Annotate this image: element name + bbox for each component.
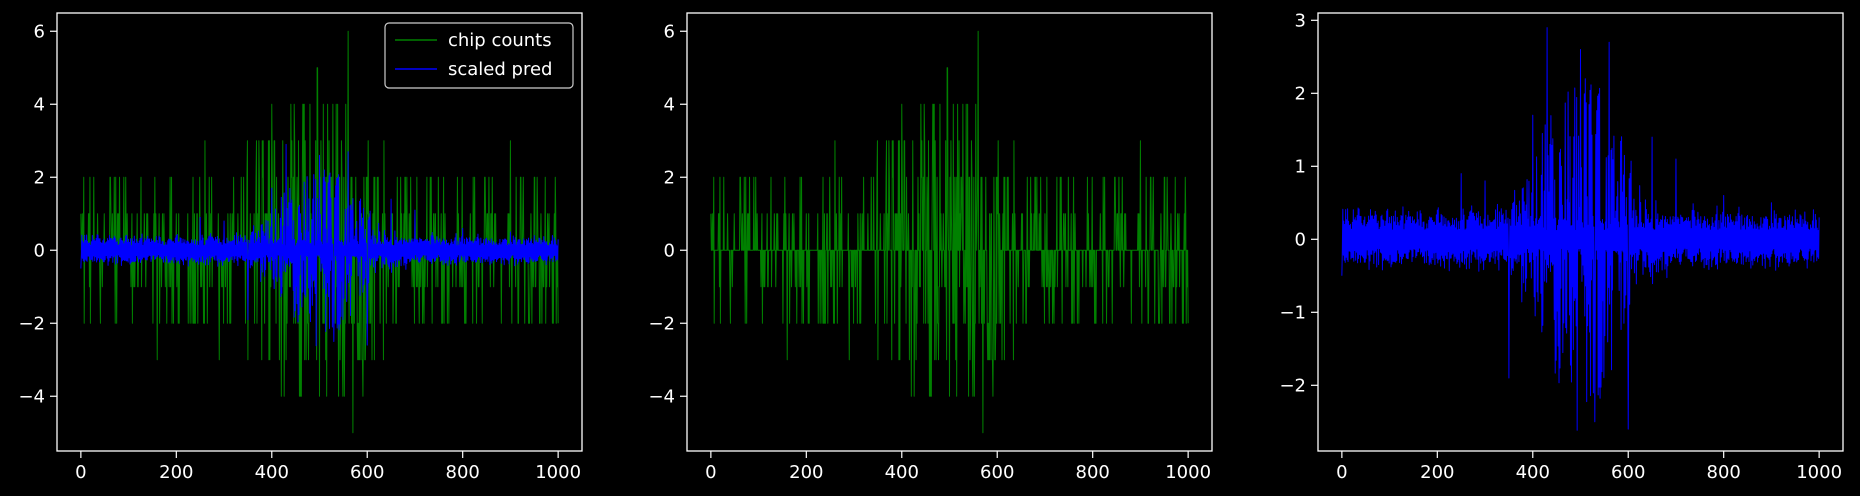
x-tick-label: 1000: [1165, 462, 1211, 483]
x-tick-label: 200: [789, 462, 823, 483]
y-tick-label: −2: [648, 313, 675, 334]
subplot-3-frame: [1317, 12, 1844, 452]
y-tick-label: −4: [18, 386, 45, 407]
x-tick-label: 200: [1420, 462, 1454, 483]
legend: chip counts scaled pred: [384, 22, 574, 89]
series-line-green-subplot-2: [710, 30, 1189, 434]
subplot-1-ticks: 0 200 400 600 800 1000 −4 −2 0 2 4 6: [18, 21, 581, 483]
x-tick-label: 600: [1611, 462, 1645, 483]
y-tick-label: 4: [34, 94, 45, 115]
x-tick-label: 1000: [1796, 462, 1842, 483]
subplot-2-frame: [686, 12, 1213, 452]
y-tick-label: 6: [664, 21, 675, 42]
subplot-1-frame: [56, 12, 583, 452]
y-tick-label: 2: [664, 167, 675, 188]
y-tick-label: 2: [1295, 83, 1306, 104]
series-line-blue-subplot-3: [1341, 27, 1820, 431]
x-tick-label: 800: [1076, 462, 1110, 483]
y-tick-label: −2: [1279, 375, 1306, 396]
x-tick-label: 1000: [535, 462, 581, 483]
y-tick-label: 6: [34, 21, 45, 42]
y-tick-label: 0: [664, 240, 675, 261]
x-tick-label: 0: [75, 462, 86, 483]
x-tick-label: 200: [159, 462, 193, 483]
legend-label-scaled-pred: scaled pred: [448, 59, 552, 80]
subplot-3-plot-area: [1341, 27, 1820, 431]
x-tick-label: 800: [1707, 462, 1741, 483]
y-tick-label: 0: [34, 240, 45, 261]
y-tick-label: 1: [1295, 156, 1306, 177]
x-tick-label: 400: [1516, 462, 1550, 483]
x-tick-label: 0: [705, 462, 716, 483]
subplot-2-plot-area: [710, 30, 1189, 434]
subplot-3: 0 200 400 600 800 1000 −2 −1 0 1 2 3: [1279, 10, 1844, 483]
x-tick-label: 600: [350, 462, 384, 483]
x-tick-label: 800: [446, 462, 480, 483]
subplot-2: 0 200 400 600 800 1000 −4 −2 0 2 4 6: [648, 12, 1213, 483]
y-tick-label: −1: [1279, 302, 1306, 323]
y-tick-label: 3: [1295, 10, 1306, 31]
subplot-3-ticks: 0 200 400 600 800 1000 −2 −1 0 1 2 3: [1279, 10, 1842, 483]
y-tick-label: 2: [34, 167, 45, 188]
y-tick-label: −2: [18, 313, 45, 334]
legend-label-chip-counts: chip counts: [448, 30, 552, 51]
subplot-2-ticks: 0 200 400 600 800 1000 −4 −2 0 2 4 6: [648, 21, 1211, 483]
y-tick-label: 0: [1295, 229, 1306, 250]
y-tick-label: 4: [664, 94, 675, 115]
subplot-1-plot-area: [80, 30, 559, 434]
subplot-1: 0 200 400 600 800 1000 −4 −2 0 2 4 6 chip counts sc…: [18, 12, 583, 483]
x-tick-label: 600: [980, 462, 1014, 483]
x-tick-label: 0: [1336, 462, 1347, 483]
series-line-scaled-pred-subplot-1: [80, 143, 559, 347]
y-tick-label: −4: [648, 386, 675, 407]
x-tick-label: 400: [255, 462, 289, 483]
x-tick-label: 400: [885, 462, 919, 483]
